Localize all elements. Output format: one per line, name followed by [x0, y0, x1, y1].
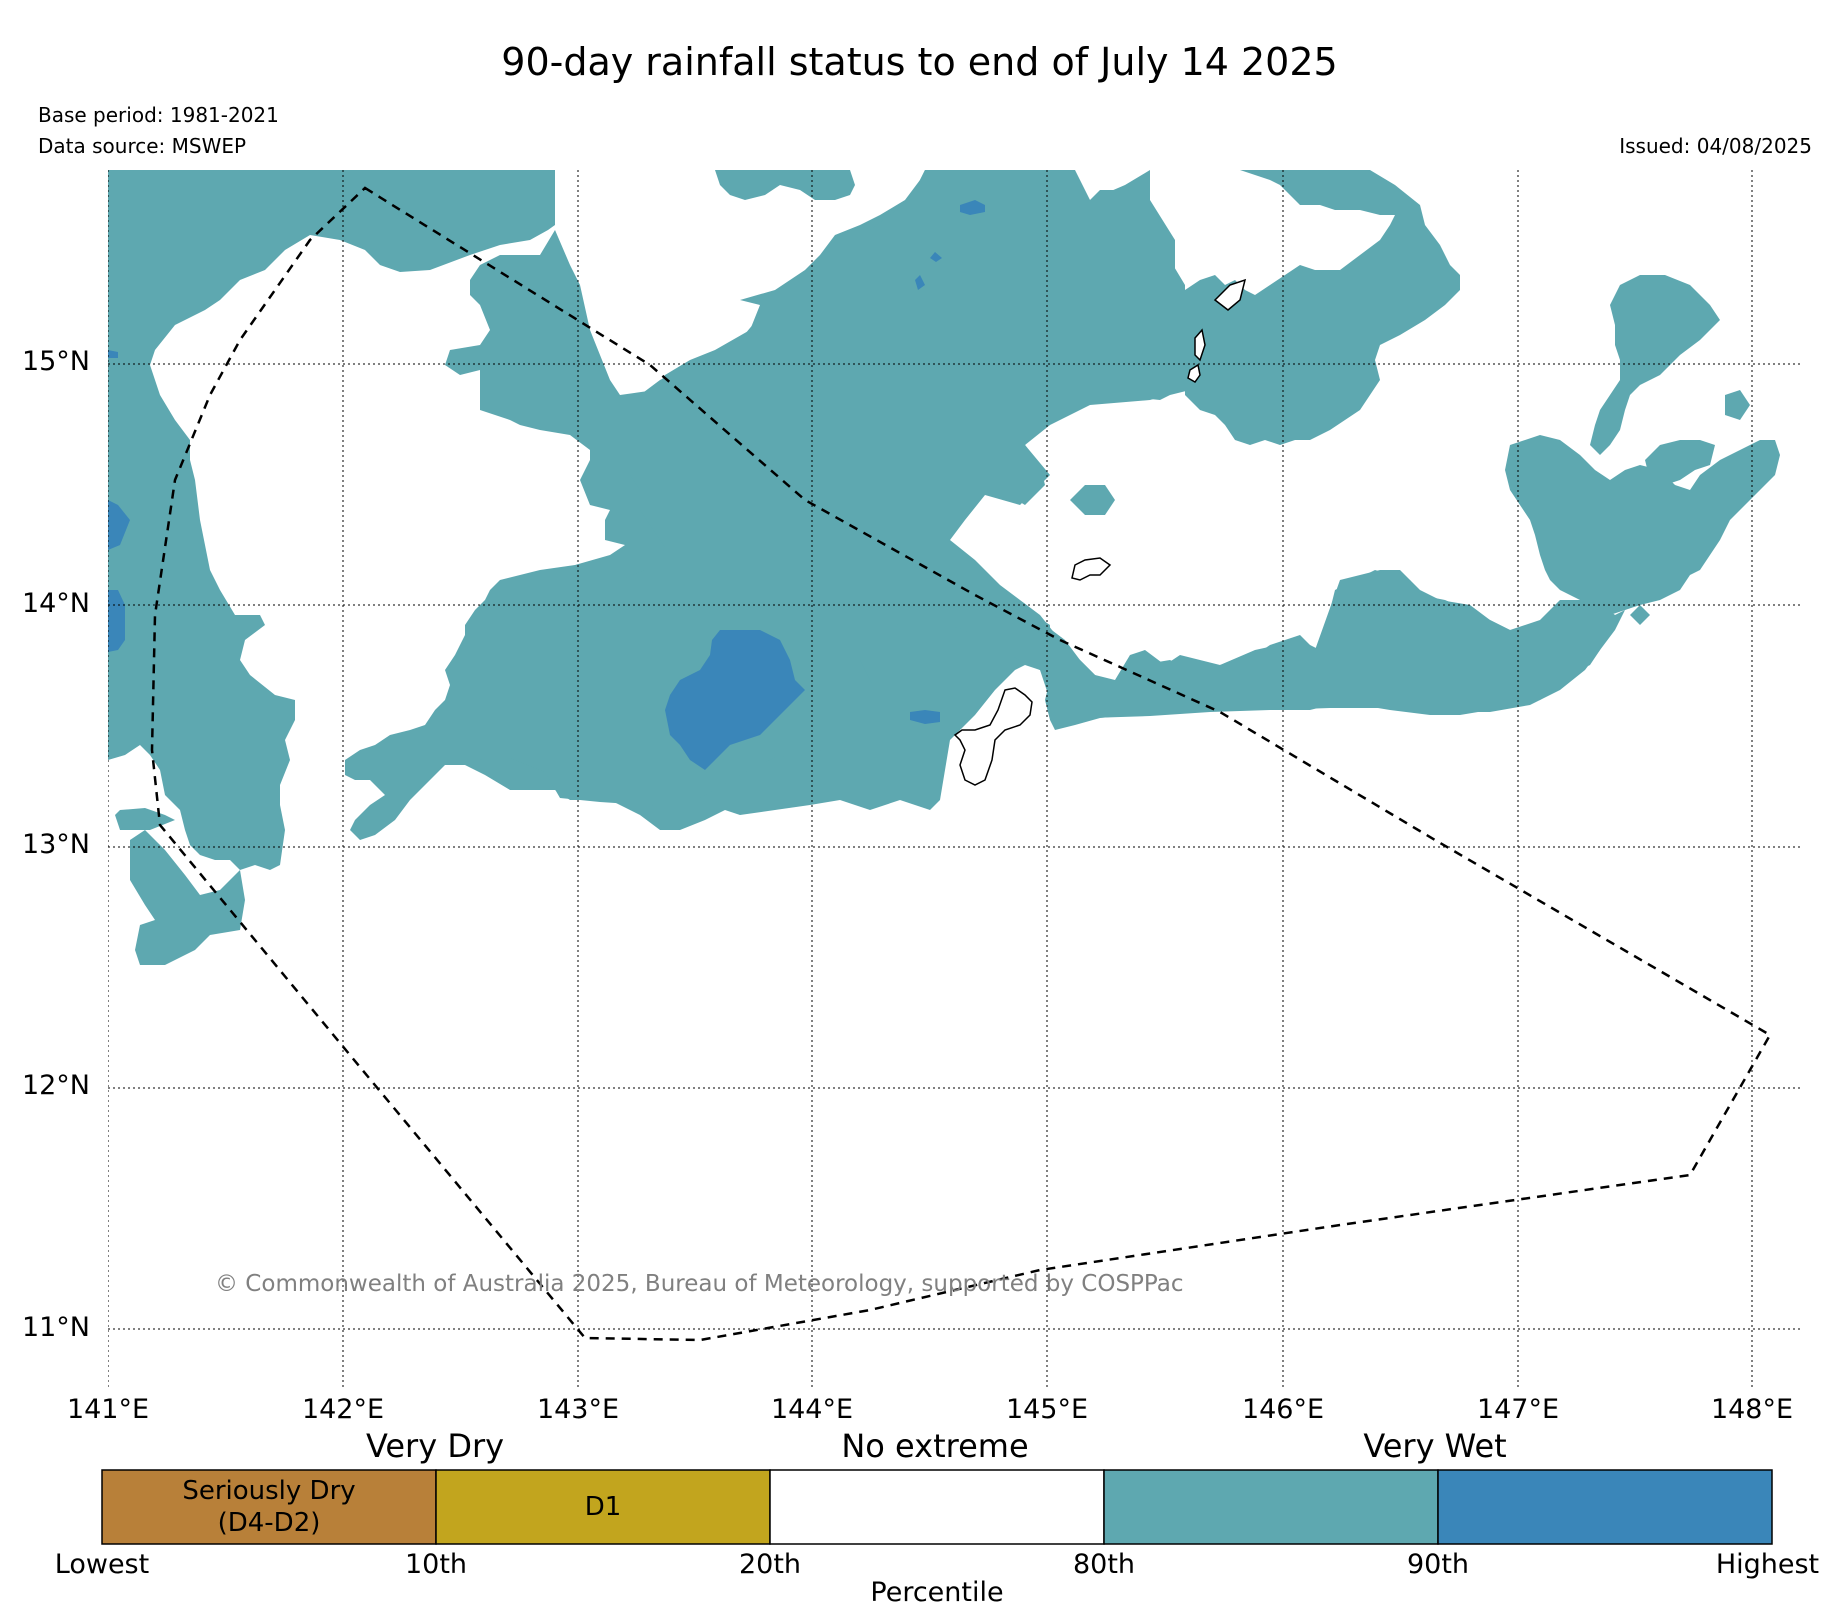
eez-boundary [150, 186, 1772, 1342]
lon-label-143e: 143°E [536, 1394, 620, 1425]
colorbar-tick-highest: Highest [1715, 1549, 1820, 1580]
colorbar-seriously-dry-label-line1: Seriously Dry [182, 1476, 356, 1506]
lon-label-145e: 145°E [1005, 1394, 1089, 1425]
rota-island [1071, 557, 1112, 581]
issued-date-label: Issued: 04/08/2025 [1619, 134, 1812, 158]
tinian-island [1187, 363, 1201, 383]
map-gridlines [108, 170, 1800, 1390]
lat-label-15n: 15°N [21, 346, 90, 377]
anatahan-island [1213, 278, 1247, 311]
lon-label-148e: 148°E [1710, 1394, 1794, 1425]
data-source-label: Data source: MSWEP [38, 134, 247, 158]
colorbar-seriously-dry-label-line2: (D4-D2) [217, 1508, 321, 1538]
colorbar-tick-20th: 20th [738, 1549, 802, 1580]
lon-label-142e: 142°E [301, 1394, 385, 1425]
legend-category-very-dry: Very Dry [365, 1427, 505, 1465]
colorbar-segment-80th-90th [1103, 1469, 1439, 1545]
colorbar-axis-label: Percentile [870, 1577, 1004, 1608]
colorbar-tick-90th: 90th [1406, 1549, 1470, 1580]
colorbar-tick-80th: 80th [1072, 1549, 1136, 1580]
lat-label-14n: 14°N [21, 588, 90, 619]
colorbar-segment-90th-highest [1437, 1469, 1773, 1545]
lon-label-144e: 144°E [770, 1394, 854, 1425]
colorbar-d1-label: D1 [584, 1492, 622, 1522]
legend-category-no-extreme: No extreme [841, 1427, 1029, 1465]
colorbar-tick-10th: 10th [404, 1549, 468, 1580]
lat-label-12n: 12°N [21, 1070, 90, 1101]
copyright-notice: © Commonwealth of Australia 2025, Bureau… [215, 1271, 1184, 1297]
lon-label-141e: 141°E [66, 1394, 150, 1425]
figure-title: 90-day rainfall status to end of July 14… [501, 40, 1338, 84]
lon-label-146e: 146°E [1241, 1394, 1325, 1425]
saipan-island [1194, 328, 1206, 362]
legend-category-very-wet: Very Wet [1363, 1427, 1507, 1465]
island-outlines [953, 278, 1247, 786]
base-period-label: Base period: 1981-2021 [38, 103, 279, 127]
lat-label-13n: 13°N [21, 829, 90, 860]
colorbar-tick-lowest: Lowest [54, 1549, 150, 1580]
above-90th-region [108, 200, 985, 770]
colorbar-segment-seriously-dry [101, 1469, 437, 1545]
guam-island [953, 687, 1033, 786]
lon-label-147e: 147°E [1476, 1394, 1560, 1425]
colorbar-segment-no-extreme [769, 1469, 1105, 1545]
lat-label-11n: 11°N [21, 1312, 90, 1343]
